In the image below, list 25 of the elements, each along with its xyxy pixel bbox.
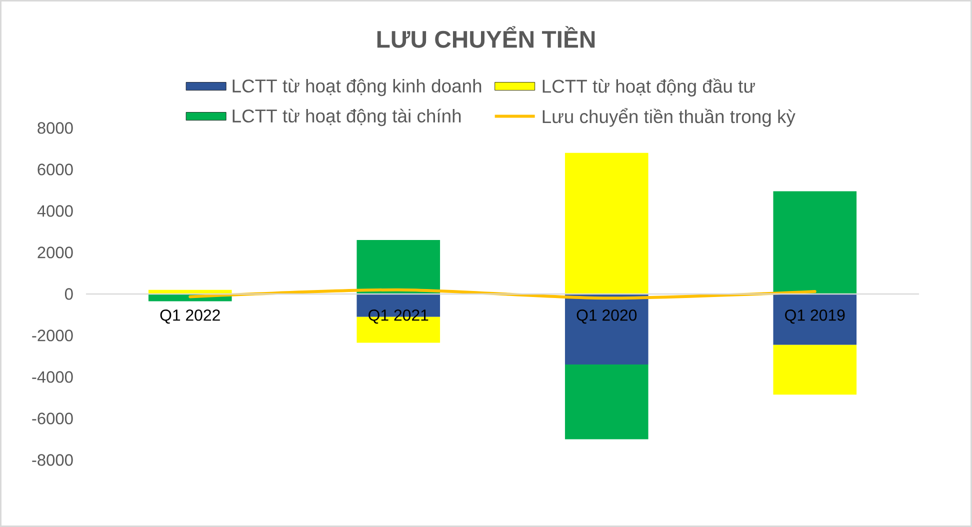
legend-label: LCTT từ hoạt động kinh doanh (232, 78, 482, 96)
y-tick-label: 2000 (38, 246, 73, 258)
x-tick-label: Q1 2020 (576, 310, 637, 324)
y-tick-label: -8000 (32, 454, 73, 466)
x-tick-label: Q1 2019 (785, 310, 845, 324)
x-tick-label: Q1 2022 (160, 310, 220, 324)
line-series (188, 288, 816, 300)
y-tick-label: -4000 (32, 371, 73, 383)
y-tick-label: 0 (64, 288, 73, 300)
bar (773, 294, 857, 345)
y-tick-label: 8000 (38, 122, 73, 134)
bar (773, 191, 857, 294)
y-tick-label: -2000 (32, 330, 73, 342)
y-tick-label: -6000 (32, 412, 73, 424)
legend-label: LCTT từ hoạt động tài chính (232, 108, 461, 126)
bar (564, 294, 648, 365)
bar (564, 364, 648, 440)
y-tick-label: 4000 (37, 205, 73, 217)
bar (773, 344, 857, 395)
chart-title: LƯU CHUYỂN TIỀN (377, 26, 595, 48)
legend-label: Lưu chuyển tiền thuần trong kỳ (542, 108, 796, 127)
bar (356, 240, 440, 294)
legend-label: LCTT từ hoạt động đầu tư (542, 78, 755, 96)
y-tick-label: 6000 (38, 164, 73, 176)
bar (564, 152, 648, 294)
